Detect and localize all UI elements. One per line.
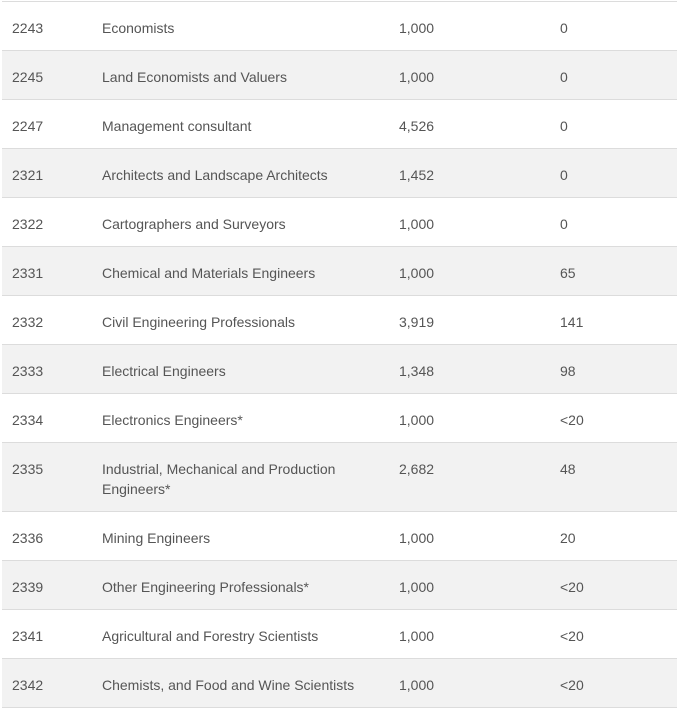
occupation-name: Industrial, Mechanical and Production En… (102, 461, 336, 497)
ceiling-value: 1,000 (399, 216, 435, 232)
occupation-name: Chemical and Materials Engineers (102, 265, 316, 281)
occupation-code: 2245 (12, 69, 44, 85)
ceiling-value: 1,000 (399, 628, 435, 644)
ceiling-value: 1,000 (399, 265, 435, 281)
occupation-code: 2339 (12, 579, 44, 595)
occupation-code: 2333 (12, 363, 44, 379)
allocation-value: <20 (560, 628, 584, 644)
occupation-code: 2331 (12, 265, 44, 281)
allocation-value: 0 (560, 69, 568, 85)
allocation-value: 20 (560, 530, 576, 546)
table-row: 2333 Electrical Engineers 1,348 98 (2, 345, 677, 394)
occupation-code: 2332 (12, 314, 44, 330)
occupation-code: 2247 (12, 118, 44, 134)
allocation-value: <20 (560, 579, 584, 595)
table-row: 2331 Chemical and Materials Engineers 1,… (2, 247, 677, 296)
occupation-code: 2322 (12, 216, 44, 232)
ceiling-value: 1,000 (399, 579, 435, 595)
allocation-value: 0 (560, 216, 568, 232)
occupation-name: Mining Engineers (102, 530, 211, 546)
occupation-name: Agricultural and Forestry Scientists (102, 628, 319, 644)
occupation-name: Civil Engineering Professionals (102, 314, 295, 330)
allocation-value: 141 (560, 314, 584, 330)
occupation-name: Management consultant (102, 118, 252, 134)
occupation-name: Architects and Landscape Architects (102, 167, 328, 183)
occupation-name: Electrical Engineers (102, 363, 226, 379)
ceiling-value: 2,682 (399, 461, 435, 477)
table-row: 2339 Other Engineering Professionals* 1,… (2, 561, 677, 610)
table-row: 2332 Civil Engineering Professionals 3,9… (2, 296, 677, 345)
occupation-code: 2336 (12, 530, 44, 546)
table-row: 2341 Agricultural and Forestry Scientist… (2, 610, 677, 659)
ceiling-value: 1,000 (399, 412, 435, 428)
allocation-value: <20 (560, 412, 584, 428)
allocation-value: <20 (560, 677, 584, 693)
occupation-code: 2342 (12, 677, 44, 693)
table-row: 2342 Chemists, and Food and Wine Scienti… (2, 659, 677, 708)
table-row: 2245 Land Economists and Valuers 1,000 0 (2, 51, 677, 100)
occupation-code: 2321 (12, 167, 44, 183)
occupation-name: Electronics Engineers* (102, 412, 243, 428)
occupation-name: Economists (102, 20, 175, 36)
occupation-code: 2341 (12, 628, 44, 644)
allocation-value: 48 (560, 461, 576, 477)
ceiling-value: 4,526 (399, 118, 435, 134)
ceiling-value: 1,452 (399, 167, 435, 183)
table-row: 2243 Economists 1,000 0 (2, 2, 677, 51)
table-row: 2247 Management consultant 4,526 0 (2, 100, 677, 149)
ceiling-value: 1,000 (399, 530, 435, 546)
occupation-name: Land Economists and Valuers (102, 69, 287, 85)
table-row: 2335 Industrial, Mechanical and Producti… (2, 443, 677, 512)
ceiling-value: 1,000 (399, 20, 435, 36)
allocation-value: 98 (560, 363, 576, 379)
occupation-name: Chemists, and Food and Wine Scientists (102, 677, 355, 693)
table-row: 2322 Cartographers and Surveyors 1,000 0 (2, 198, 677, 247)
ceiling-value: 1,000 (399, 677, 435, 693)
allocation-value: 0 (560, 118, 568, 134)
ceiling-value: 1,000 (399, 69, 435, 85)
occupation-name: Other Engineering Professionals* (102, 579, 310, 595)
ceiling-value: 3,919 (399, 314, 435, 330)
allocation-value: 0 (560, 167, 568, 183)
occupation-code: 2334 (12, 412, 44, 428)
occupation-name: Cartographers and Surveyors (102, 216, 286, 232)
occupation-code: 2335 (12, 461, 44, 477)
ceiling-value: 1,348 (399, 363, 435, 379)
allocation-value: 0 (560, 20, 568, 36)
allocation-value: 65 (560, 265, 576, 281)
table-row: 2336 Mining Engineers 1,000 20 (2, 512, 677, 561)
table-row: 2321 Architects and Landscape Architects… (2, 149, 677, 198)
occupation-code: 2243 (12, 20, 44, 36)
table-row: 2334 Electronics Engineers* 1,000 <20 (2, 394, 677, 443)
